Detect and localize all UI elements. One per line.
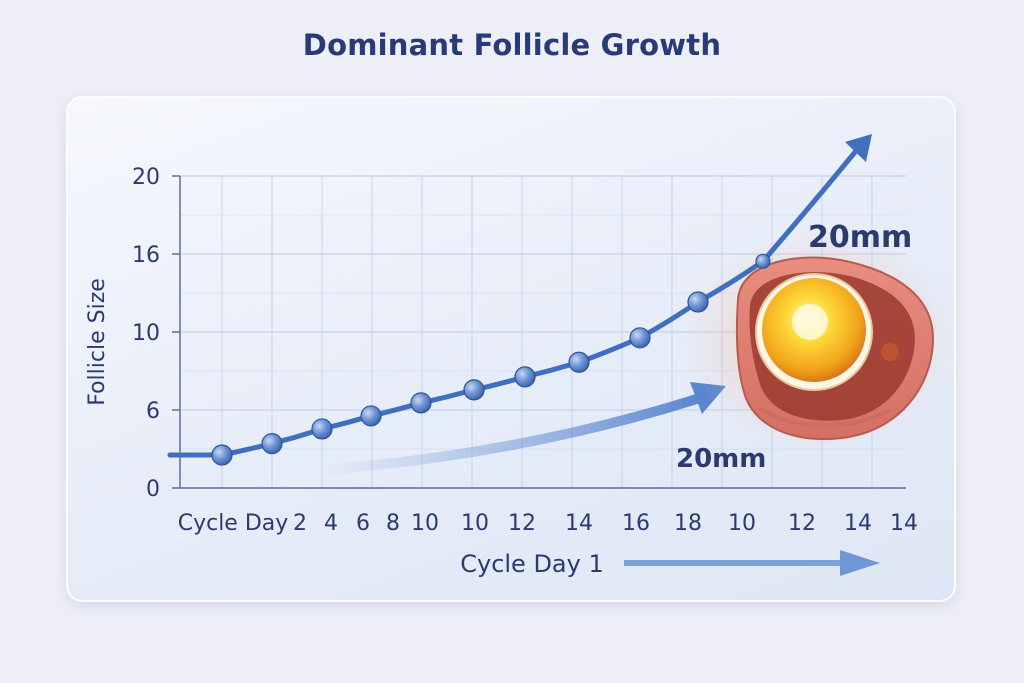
growth-arrow-lower	[315, 393, 705, 475]
y-tick-label: 10	[132, 321, 160, 346]
chart-title: Dominant Follicle Growth	[302, 28, 722, 62]
x-axis-arrow-head	[840, 550, 880, 576]
data-point	[687, 291, 709, 313]
x-tick-label: 16	[622, 511, 650, 536]
data-markers	[211, 253, 771, 466]
y-axis-label: Follicle Size	[85, 278, 110, 406]
x-tick-label: 6	[356, 511, 370, 536]
data-point	[755, 253, 771, 269]
data-point	[410, 392, 432, 414]
x-tick-label: 8	[386, 511, 400, 536]
y-tick-label: 20	[132, 165, 160, 190]
x-tick-labels: Cycle Day 2 4 6 8 10 10 12 14 16 18 10 12 14 14	[178, 511, 918, 536]
x-tick-label-prefix: Cycle Day	[178, 511, 289, 536]
x-tick-label: 10	[411, 511, 439, 536]
x-tick-label: 10	[728, 511, 756, 536]
data-point	[514, 366, 536, 388]
y-tick-label: 0	[146, 477, 160, 502]
x-tick-label: 14	[890, 511, 918, 536]
follicle-illustration	[685, 230, 955, 450]
y-tick-labels: 0 6 10 16 20	[132, 165, 160, 502]
x-tick-label: 14	[844, 511, 872, 536]
annotation-top-label: 20mm	[808, 220, 912, 255]
x-tick-label: 2	[293, 511, 307, 536]
x-tick-label: 12	[508, 511, 536, 536]
x-tick-label: 12	[788, 511, 816, 536]
data-point	[463, 379, 485, 401]
data-point	[568, 351, 590, 373]
x-tick-label: 18	[674, 511, 702, 536]
data-point	[211, 444, 233, 466]
y-tick-label: 6	[146, 399, 160, 424]
x-tick-label: 14	[565, 511, 593, 536]
data-point	[360, 405, 382, 427]
x-axis-label: Cycle Day 1	[460, 550, 604, 578]
y-tick-label: 16	[132, 243, 160, 268]
x-tick-label: 4	[324, 511, 338, 536]
axes	[172, 175, 906, 489]
growth-curve-arrow-head	[845, 134, 872, 162]
data-point	[311, 418, 333, 440]
data-point	[261, 433, 283, 455]
x-tick-label: 10	[461, 511, 489, 536]
data-point	[629, 327, 651, 349]
annotation-bottom-label: 20mm	[676, 444, 766, 474]
